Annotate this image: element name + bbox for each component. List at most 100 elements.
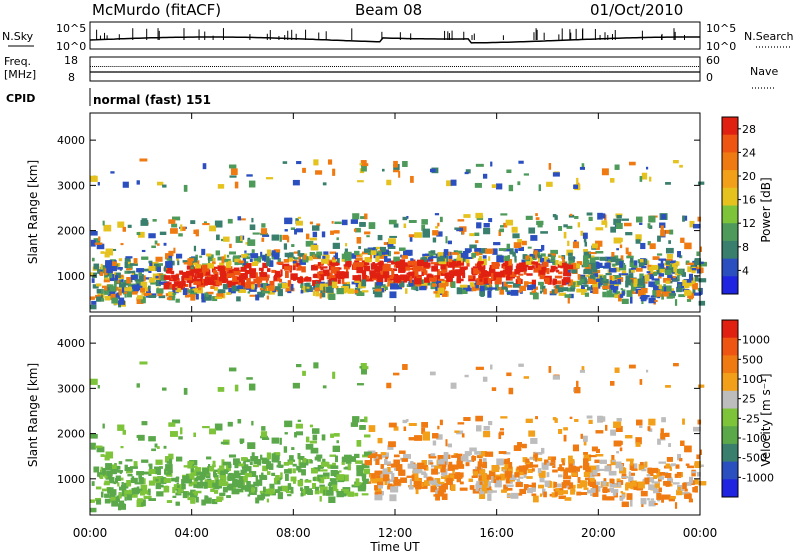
echo-cell <box>432 237 437 243</box>
echo-cell <box>519 285 527 291</box>
echo-cell <box>463 417 471 421</box>
echo-cell <box>653 272 658 276</box>
nave-dot <box>199 66 201 67</box>
echo-cell <box>178 233 183 237</box>
echo-cell <box>234 262 239 266</box>
echo-cell <box>277 257 281 264</box>
y-tick-label: 4000 <box>57 134 85 147</box>
echo-cell <box>517 278 522 284</box>
nave-dot <box>527 66 529 67</box>
echo-cell <box>377 234 383 241</box>
echo-cell <box>595 251 604 254</box>
echo-cell <box>648 500 656 507</box>
colorbar-tick-label: 12 <box>742 217 756 230</box>
nave-dot <box>348 66 350 67</box>
echo-cell <box>284 217 293 225</box>
echo-cell <box>566 225 573 229</box>
echo-cell <box>273 477 278 484</box>
echo-cell <box>432 230 439 236</box>
echo-cell <box>510 289 519 296</box>
echo-cell <box>677 486 681 491</box>
echo-cell <box>164 266 167 272</box>
echo-cell <box>609 284 614 289</box>
echo-cell <box>477 461 482 467</box>
echo-cell <box>246 473 252 478</box>
echo-cell <box>534 250 538 254</box>
echo-cell <box>568 256 575 261</box>
echo-cell <box>482 458 487 462</box>
echo-cell <box>266 249 272 257</box>
echo-cell <box>183 184 188 192</box>
nave-dot <box>275 66 277 67</box>
echo-cell <box>312 290 316 296</box>
echo-cell <box>588 480 594 486</box>
echo-cell <box>175 298 180 303</box>
echo-cell <box>500 225 504 228</box>
echo-cell <box>336 237 339 241</box>
echo-cell <box>104 268 108 276</box>
echo-cell <box>503 249 511 252</box>
echo-cell <box>699 261 707 267</box>
echo-cell <box>118 289 122 296</box>
echo-cell <box>673 279 680 282</box>
echo-cell <box>582 260 590 268</box>
echo-cell <box>302 285 306 293</box>
echo-cell <box>148 490 151 496</box>
echo-cell <box>457 252 461 260</box>
echo-cell <box>481 277 488 284</box>
echo-cell <box>474 232 480 237</box>
echo-cell <box>207 254 214 261</box>
echo-cell <box>518 246 525 252</box>
echo-cell <box>283 446 288 453</box>
nave-dot <box>175 66 177 67</box>
echo-cell <box>493 271 502 277</box>
echo-cell <box>306 286 310 289</box>
echo-cell <box>530 284 536 289</box>
nave-dot <box>405 66 407 67</box>
nave-dot <box>313 66 315 67</box>
echo-cell <box>393 276 401 283</box>
echo-cell <box>102 220 105 226</box>
nave-dot <box>517 66 518 67</box>
nave-dot <box>201 66 203 67</box>
echo-cell <box>148 287 151 293</box>
echo-cell <box>156 446 160 449</box>
echo-cell <box>380 464 384 469</box>
echo-cell <box>333 433 340 437</box>
echo-cell <box>170 228 178 234</box>
echo-cell <box>463 214 471 218</box>
echo-cell <box>309 237 317 241</box>
echo-cell <box>118 300 126 305</box>
nave-dot <box>397 66 399 67</box>
echo-cell <box>639 222 643 225</box>
echo-cell <box>99 271 104 276</box>
echo-cell <box>688 295 693 300</box>
nave-dot <box>431 66 433 67</box>
echo-cell <box>456 260 461 264</box>
echo-cell <box>630 269 635 273</box>
echo-cell <box>573 184 579 189</box>
echo-cell <box>116 292 119 299</box>
echo-cell <box>357 180 364 183</box>
echo-cell <box>569 293 574 299</box>
echo-cell <box>493 275 497 281</box>
echo-cell <box>90 231 98 236</box>
nave-dot <box>301 66 303 67</box>
echo-cell <box>124 270 131 274</box>
echo-cell <box>684 285 688 289</box>
echo-cell <box>162 387 167 391</box>
nave-dot <box>547 66 549 67</box>
echo-cell <box>660 259 664 265</box>
echo-cell <box>536 220 544 225</box>
nave-dot <box>325 66 327 67</box>
echo-cell <box>336 257 340 264</box>
echo-cell <box>525 418 533 423</box>
echo-cell <box>664 270 672 275</box>
echo-cell <box>214 490 219 494</box>
echo-cell <box>206 277 215 280</box>
echo-cell <box>366 276 370 280</box>
echo-cell <box>393 169 400 173</box>
nave-dot <box>586 66 588 67</box>
nave-dot <box>248 66 250 67</box>
echo-cell <box>603 275 607 281</box>
